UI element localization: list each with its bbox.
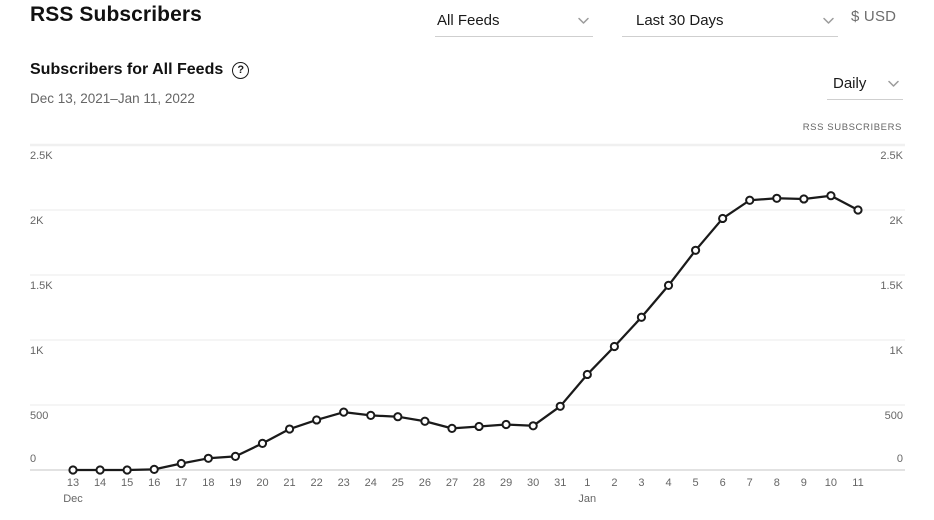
x-tick-label: 5	[693, 477, 699, 489]
data-point[interactable]	[690, 245, 701, 255]
x-tick-label: 2	[611, 477, 617, 489]
x-tick-label: 28	[473, 477, 485, 489]
help-icon[interactable]: ?	[232, 61, 250, 79]
data-point[interactable]	[772, 193, 782, 203]
x-tick-label: 7	[747, 477, 753, 489]
data-point[interactable]	[609, 341, 619, 352]
data-point[interactable]	[853, 205, 863, 215]
y-tick-label-right: 2K	[890, 215, 904, 227]
data-point[interactable]	[149, 464, 159, 474]
y-tick-label-right: 2.5K	[880, 150, 903, 162]
y-tick-label-left: 1.5K	[30, 280, 53, 292]
data-point[interactable]	[366, 410, 376, 420]
data-point[interactable]	[528, 421, 538, 431]
date-range-dropdown-value: Last 30 Days	[636, 12, 724, 29]
x-axis-month-label: Jan	[578, 493, 596, 505]
x-tick-label: 22	[310, 477, 322, 489]
y-tick-label-right: 1K	[890, 345, 904, 357]
x-tick-label: 23	[338, 477, 350, 489]
x-tick-label: 15	[121, 477, 133, 489]
data-point[interactable]	[555, 401, 565, 411]
data-point[interactable]	[826, 191, 836, 201]
chart-line	[71, 194, 860, 472]
chevron-down-icon	[578, 17, 589, 24]
data-point[interactable]	[636, 312, 647, 322]
x-tick-label: 27	[446, 477, 458, 489]
x-tick-label: 24	[365, 477, 377, 489]
data-point[interactable]	[257, 438, 268, 448]
x-tick-label: 25	[392, 477, 404, 489]
chart-title-row: Subscribers for All Feeds ?	[30, 61, 250, 79]
x-tick-label: 19	[229, 477, 241, 489]
date-range-label: Dec 13, 2021–Jan 11, 2022	[30, 91, 195, 106]
data-point[interactable]	[122, 465, 132, 475]
x-tick-label: 10	[825, 477, 837, 489]
data-point[interactable]	[420, 416, 430, 426]
data-point[interactable]	[718, 213, 728, 224]
x-tick-label: 13	[67, 477, 79, 489]
x-tick-label: 6	[720, 477, 726, 489]
x-tick-label: 26	[419, 477, 431, 489]
data-point[interactable]	[68, 465, 78, 475]
data-point[interactable]	[582, 369, 592, 380]
x-tick-label: 4	[665, 477, 671, 489]
chevron-down-icon	[888, 80, 899, 87]
x-tick-label: 14	[94, 477, 106, 489]
data-point[interactable]	[474, 421, 484, 432]
x-tick-label: 20	[256, 477, 268, 489]
data-point[interactable]	[447, 423, 457, 433]
y-tick-label-left: 1K	[30, 345, 44, 357]
y-tick-label-right: 500	[885, 410, 903, 422]
y-tick-label-left: 2K	[30, 215, 44, 227]
x-tick-label: 31	[554, 477, 566, 489]
date-range-dropdown[interactable]: Last 30 Days	[622, 5, 838, 37]
feeds-dropdown[interactable]: All Feeds	[435, 5, 593, 37]
granularity-dropdown[interactable]: Daily	[827, 68, 903, 100]
data-point[interactable]	[312, 415, 322, 425]
data-point[interactable]	[501, 419, 511, 430]
x-tick-label: 17	[175, 477, 187, 489]
x-tick-label: 11	[852, 477, 863, 489]
x-tick-label: 30	[527, 477, 539, 489]
y-tick-label-left: 0	[30, 453, 36, 465]
chevron-down-icon	[823, 17, 834, 24]
y-tick-label-right: 1.5K	[880, 280, 903, 292]
y-tick-label-left: 500	[30, 410, 48, 422]
feeds-dropdown-value: All Feeds	[437, 12, 500, 29]
y-tick-label-right: 0	[897, 453, 903, 465]
x-tick-label: 8	[774, 477, 780, 489]
data-point[interactable]	[284, 424, 295, 434]
data-point[interactable]	[393, 412, 403, 422]
y-tick-label-left: 2.5K	[30, 150, 53, 162]
granularity-dropdown-value: Daily	[833, 75, 867, 92]
x-tick-label: 29	[500, 477, 512, 489]
x-tick-label: 21	[283, 477, 295, 489]
x-tick-label: 18	[202, 477, 214, 489]
data-point[interactable]	[663, 280, 674, 290]
data-point[interactable]	[95, 465, 105, 475]
data-point[interactable]	[799, 194, 809, 204]
x-axis-month-label: Dec	[63, 493, 83, 505]
x-tick-label: 3	[638, 477, 644, 489]
data-point[interactable]	[176, 458, 186, 469]
data-point[interactable]	[339, 407, 349, 417]
data-point[interactable]	[203, 453, 213, 463]
chart-title: Subscribers for All Feeds	[30, 61, 224, 78]
x-tick-label: 16	[148, 477, 160, 489]
data-point[interactable]	[230, 451, 241, 461]
x-tick-label: 9	[801, 477, 807, 489]
x-tick-label: 1	[584, 477, 590, 489]
currency-label: $ USD	[851, 8, 897, 25]
page-title: RSS Subscribers	[30, 3, 202, 26]
data-point[interactable]	[745, 195, 755, 205]
y-axis-caption: RSS SUBSCRIBERS	[802, 122, 902, 133]
